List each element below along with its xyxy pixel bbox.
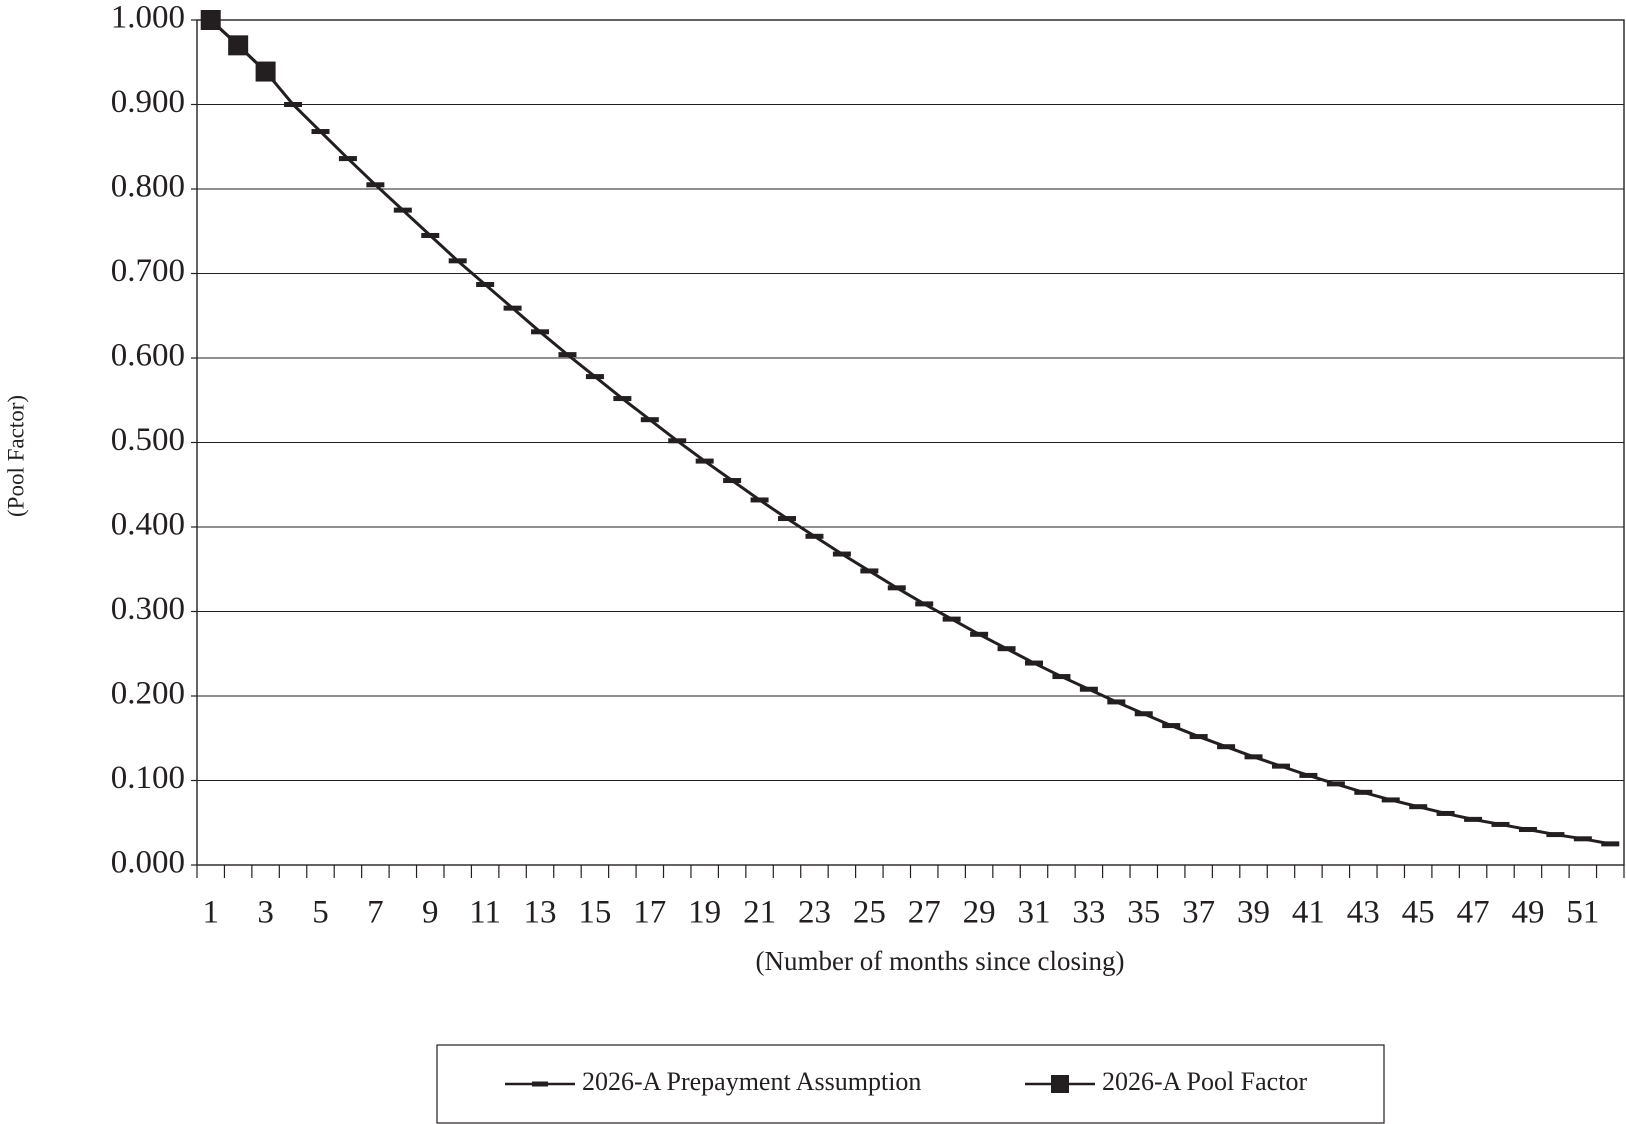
marker [1024,660,1043,666]
marker [255,61,276,82]
y-axis-label: (Pool Factor) [3,395,28,517]
marker [448,258,467,264]
x-tick-label: 19 [688,895,721,931]
marker [1052,674,1071,680]
marker [915,601,934,607]
marker [228,35,249,56]
legend-marker [1051,1075,1069,1093]
marker [750,497,769,503]
x-tick-label: 3 [257,895,274,931]
x-tick-label: 31 [1017,895,1050,931]
x-tick-label: 35 [1127,895,1160,931]
x-tick-label: 17 [633,895,666,931]
marker [531,329,550,335]
marker [311,129,330,135]
x-tick-label: 13 [524,895,557,931]
y-tick-label: 1.000 [111,0,185,36]
y-tick-label: 0.900 [111,84,185,120]
marker [695,458,714,464]
y-tick-label: 0.600 [111,338,185,374]
marker [1601,841,1620,847]
marker [1491,821,1510,827]
marker [476,281,495,287]
x-tick-label: 39 [1237,895,1270,931]
x-tick-label: 41 [1292,895,1325,931]
marker [832,551,851,557]
x-tick-label: 15 [578,895,611,931]
y-tick-label: 0.200 [111,676,185,712]
x-tick-label: 9 [422,895,439,931]
x-tick-label: 11 [469,895,501,931]
marker [1546,832,1565,838]
marker [1271,763,1290,769]
x-tick-label: 21 [743,895,776,931]
marker [1162,723,1181,729]
marker [1079,686,1098,692]
marker [366,182,385,188]
marker [723,478,742,484]
marker [1436,810,1455,816]
marker [558,352,577,358]
marker [1381,797,1400,803]
x-tick-label: 7 [367,895,384,931]
marker [1464,816,1483,822]
marker [1189,734,1208,740]
legend-label: 2026-A Prepayment Assumption [582,1067,921,1096]
marker [421,232,440,238]
marker [1573,836,1592,842]
marker [393,207,412,213]
marker [1134,711,1153,717]
marker [860,568,879,574]
marker [778,516,797,522]
marker [1409,804,1428,810]
marker [640,417,659,423]
y-tick-label: 0.500 [111,422,185,458]
marker [1107,699,1126,705]
x-tick-label: 43 [1347,895,1380,931]
y-tick-label: 0.100 [111,760,185,796]
legend-marker [532,1081,548,1087]
marker [942,616,961,622]
legend-label: 2026-A Pool Factor [1102,1067,1307,1096]
x-tick-label: 33 [1072,895,1105,931]
marker [338,156,357,162]
x-tick-label: 27 [908,895,941,931]
y-tick-label: 0.000 [111,845,185,881]
marker [1217,744,1236,750]
x-tick-label: 29 [963,895,996,931]
x-tick-label: 37 [1182,895,1215,931]
marker [585,374,604,380]
x-tick-label: 1 [202,895,219,931]
x-tick-label: 45 [1402,895,1435,931]
marker [200,10,221,30]
marker [997,646,1016,652]
x-tick-label: 49 [1511,895,1544,931]
y-tick-label: 0.700 [111,253,185,289]
x-tick-label: 47 [1457,895,1490,931]
marker [668,438,687,444]
y-tick-label: 0.300 [111,591,185,627]
marker [1244,754,1263,760]
y-tick-label: 0.400 [111,507,185,543]
marker [1354,789,1373,795]
marker [970,631,989,637]
marker [503,305,522,311]
x-tick-label: 23 [798,895,831,931]
legend-box [436,1044,1385,1124]
marker [887,585,906,591]
marker [284,102,303,107]
marker [1299,772,1318,778]
x-tick-label: 51 [1566,895,1599,931]
marker [805,533,824,539]
marker [1326,781,1345,787]
x-axis-label: (Number of months since closing) [756,946,1125,976]
x-tick-label: 5 [312,895,329,931]
y-tick-label: 0.800 [111,169,185,205]
x-tick-label: 25 [853,895,886,931]
series-line [209,18,1611,846]
marker [613,396,632,402]
marker [1518,827,1537,833]
